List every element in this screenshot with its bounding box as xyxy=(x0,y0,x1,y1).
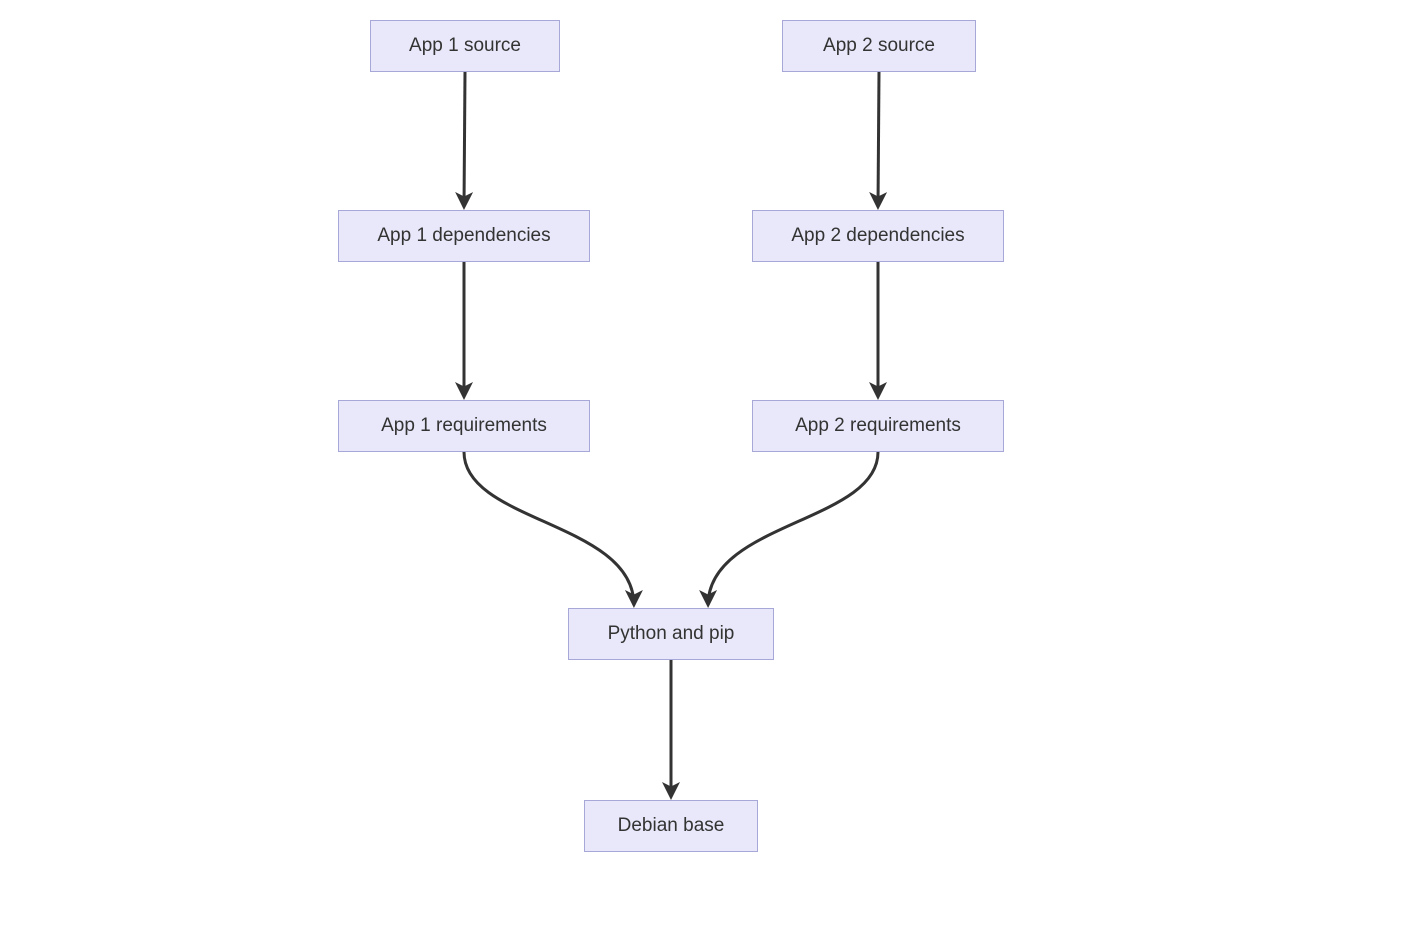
node-app2_source: App 2 source xyxy=(782,20,976,72)
node-app1_req: App 1 requirements xyxy=(338,400,590,452)
edge-app1_req-to-python_pip xyxy=(464,452,634,605)
node-label: App 2 dependencies xyxy=(791,225,964,247)
node-app2_req: App 2 requirements xyxy=(752,400,1004,452)
node-label: Debian base xyxy=(618,815,725,837)
node-python_pip: Python and pip xyxy=(568,608,774,660)
edge-app1_source-to-app1_deps xyxy=(464,72,465,207)
node-label: App 1 requirements xyxy=(381,415,547,437)
edge-app2_source-to-app2_deps xyxy=(878,72,879,207)
node-app1_source: App 1 source xyxy=(370,20,560,72)
node-label: App 1 dependencies xyxy=(377,225,550,247)
node-label: App 2 requirements xyxy=(795,415,961,437)
edge-app2_req-to-python_pip xyxy=(708,452,878,605)
node-debian: Debian base xyxy=(584,800,758,852)
node-label: App 1 source xyxy=(409,35,521,57)
node-app2_deps: App 2 dependencies xyxy=(752,210,1004,262)
node-label: Python and pip xyxy=(608,623,735,645)
node-app1_deps: App 1 dependencies xyxy=(338,210,590,262)
node-label: App 2 source xyxy=(823,35,935,57)
